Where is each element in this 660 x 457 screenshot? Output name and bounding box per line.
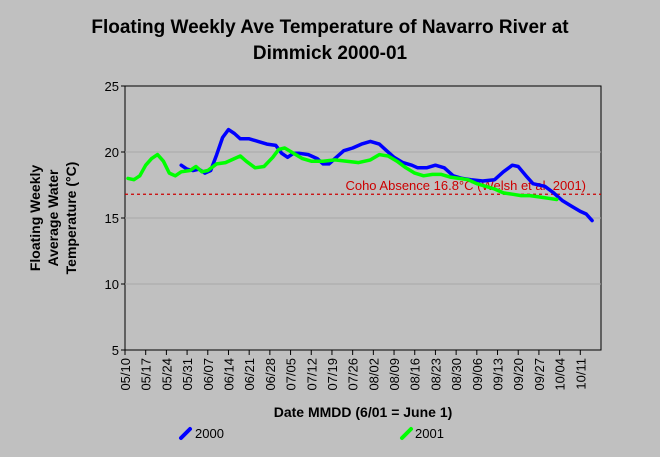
x-tick-label: 07/12 (304, 358, 319, 391)
y-axis-title-line1: Floating Weekly (27, 165, 43, 272)
x-tick-label: 08/23 (428, 358, 443, 391)
x-tick-label: 06/14 (221, 358, 236, 391)
axis-ticks: 5 10 15 20 25 05/10 05/17 05/24 05/31 06/07 06/14 0… (105, 79, 589, 391)
chart-title-line1: Floating Weekly Ave Temperature of Navar… (91, 17, 569, 38)
x-tick-label: 09/13 (491, 358, 506, 391)
x-tick-label: 08/16 (408, 358, 423, 391)
x-tick-label: 08/30 (449, 358, 464, 391)
x-tick-label: 06/28 (263, 358, 278, 391)
y-tick-label: 10 (105, 277, 119, 292)
x-tick-label: 07/19 (325, 358, 340, 391)
legend-swatch-2001 (400, 427, 413, 440)
chart-title-line2: Dimmick 2000-01 (253, 43, 408, 64)
y-tick-label: 15 (105, 211, 119, 226)
x-tick-label: 06/07 (201, 358, 216, 391)
legend-item-2001: 2001 (400, 426, 444, 441)
x-tick-label: 10/04 (553, 358, 568, 391)
grid-lines (125, 151, 601, 285)
x-tick-label: 05/17 (139, 358, 154, 391)
y-tick-label: 20 (105, 145, 119, 160)
y-tick-label: 5 (112, 343, 119, 358)
threshold-label: Coho Absence 16.8°C (Welsh et al. 2001) (345, 178, 586, 193)
series-line-2001 (126, 146, 559, 202)
legend-swatch-2000 (179, 427, 192, 440)
y-axis-title-line3: Temperature (°C) (63, 162, 79, 275)
x-tick-label: 06/21 (242, 358, 257, 391)
series-line-2000 (179, 127, 594, 223)
y-axis-title: Floating Weekly Average Water Temperatur… (27, 162, 79, 275)
y-tick-label: 25 (105, 79, 119, 94)
legend-item-2000: 2000 (179, 426, 224, 441)
y-axis-title-line2: Average Water (45, 169, 61, 267)
x-tick-label: 05/31 (180, 358, 195, 391)
x-tick-label: 08/09 (387, 358, 402, 391)
x-tick-label: 05/10 (118, 358, 133, 391)
series-lines (126, 127, 594, 223)
legend: 2000 2001 (179, 426, 444, 441)
legend-label-2001: 2001 (415, 426, 444, 441)
x-tick-label: 05/24 (159, 358, 174, 391)
x-tick-label: 09/20 (511, 358, 526, 391)
x-tick-label: 09/27 (532, 358, 547, 391)
x-tick-label: 08/02 (366, 358, 381, 391)
x-tick-label: 10/11 (573, 358, 588, 390)
x-tick-label: 07/26 (346, 358, 361, 391)
x-tick-label: 07/05 (284, 358, 299, 391)
x-axis-title: Date MMDD (6/01 = June 1) (274, 404, 453, 420)
x-tick-label: 09/06 (470, 358, 485, 391)
legend-label-2000: 2000 (195, 426, 224, 441)
